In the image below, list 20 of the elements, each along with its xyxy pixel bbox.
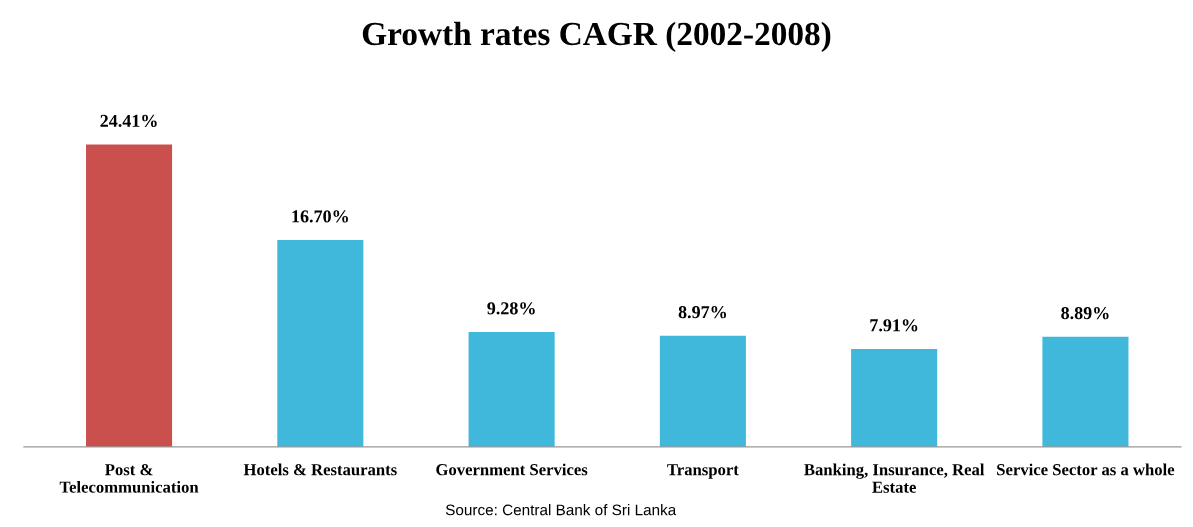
bar <box>659 335 746 447</box>
data-label: 16.70% <box>292 210 348 223</box>
data-label: 9.28% <box>487 302 535 315</box>
x-tick-label: Hotels & Restaurants <box>243 463 397 476</box>
data-label: 8.97% <box>678 306 727 319</box>
bar <box>468 331 555 447</box>
x-tick-label: Banking, Insurance, Real Estate <box>804 463 985 493</box>
data-label: 24.41% <box>100 114 157 128</box>
x-tick-label: Government Services <box>436 463 588 476</box>
bar <box>277 240 364 447</box>
bar <box>1042 336 1129 447</box>
bar <box>851 348 938 447</box>
x-tick-label: Post & Telecommunication <box>59 464 199 493</box>
chart-title: Growth rates CAGR (2002-2008) <box>362 21 831 52</box>
source-note: Source: Central Bank of Sri Lanka <box>445 504 677 516</box>
x-tick-label: Service Sector as a whole <box>997 463 1175 476</box>
bar <box>86 144 173 447</box>
data-label: 7.91% <box>870 319 918 332</box>
x-tick-label: Transport <box>667 464 739 479</box>
data-label: 8.89% <box>1061 307 1109 320</box>
